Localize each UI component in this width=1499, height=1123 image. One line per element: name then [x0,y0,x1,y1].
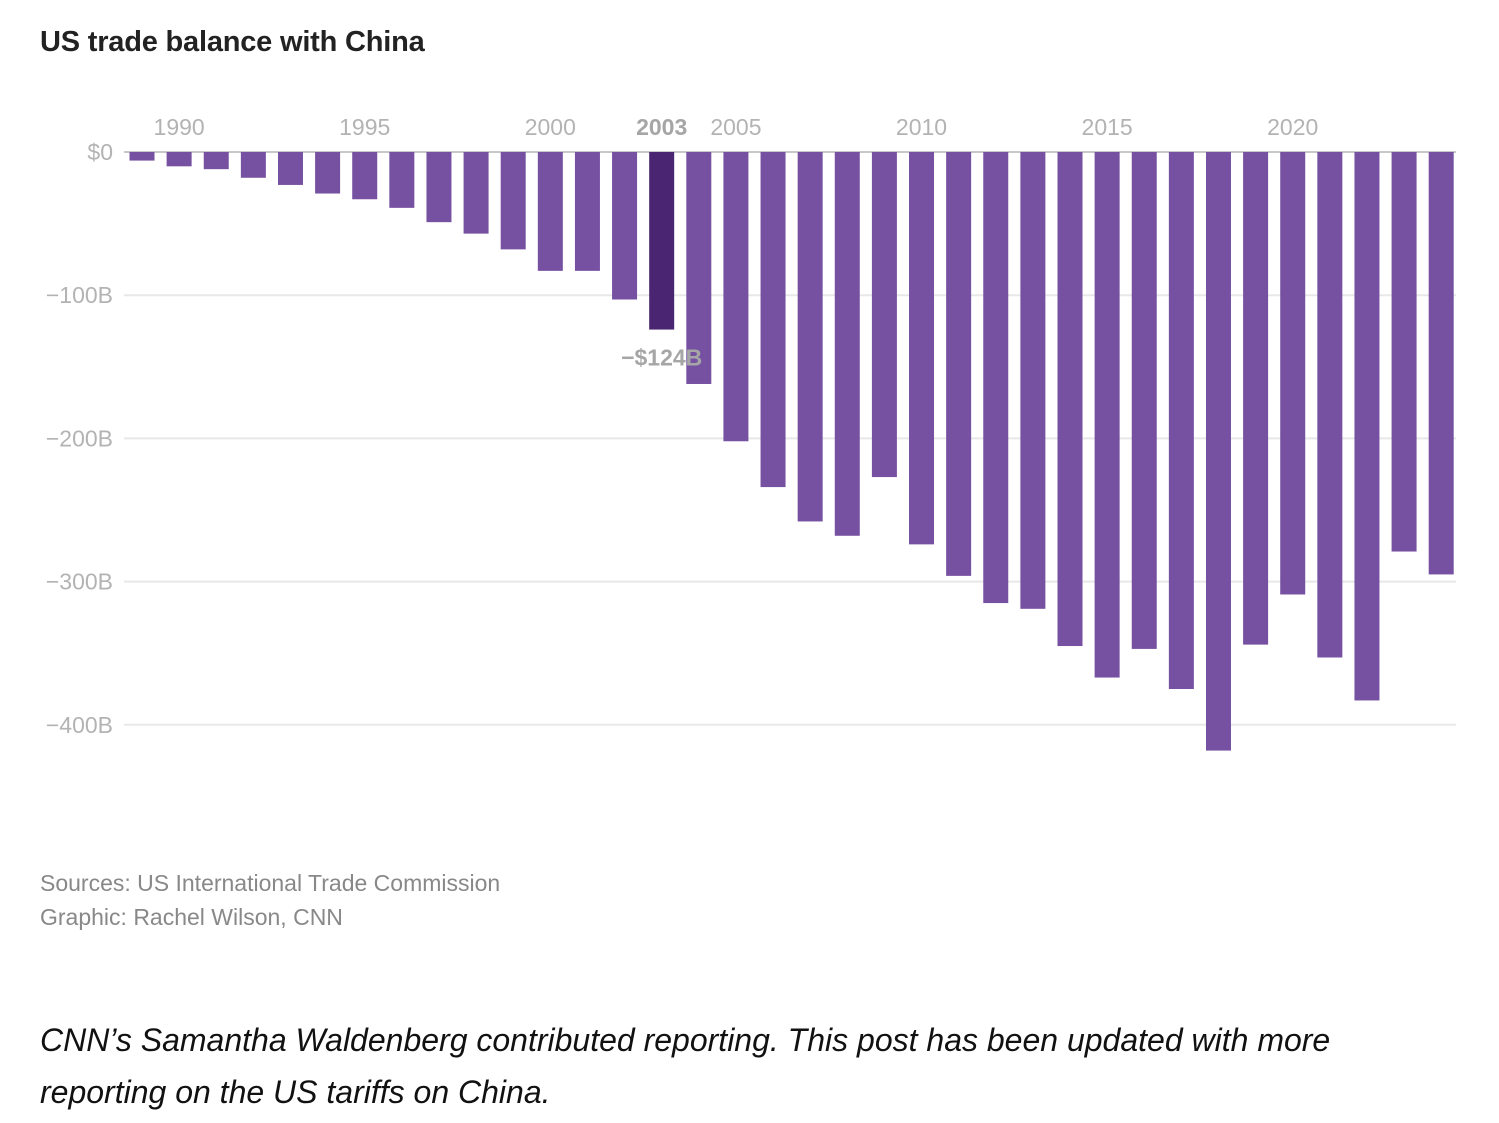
bar [315,152,341,194]
bar [203,152,229,170]
bar [426,152,452,223]
bar [1317,152,1343,658]
x-tick-label: 2005 [710,114,761,140]
x-tick-label: 1995 [339,114,390,140]
bar [166,152,192,167]
bar [983,152,1009,604]
source-note: Sources: US International Trade Commissi… [40,866,500,934]
y-tick-label: −200B [46,425,113,451]
bar [909,152,935,545]
bar [1094,152,1120,678]
bar [686,152,712,384]
bar [1354,152,1380,701]
bar [537,152,563,271]
bar [1020,152,1046,609]
bar [946,152,972,576]
y-tick-label: −100B [46,282,113,308]
x-tick-label: 1990 [154,114,205,140]
x-tick-label: 2020 [1267,114,1318,140]
bar [129,152,155,161]
bar [1243,152,1269,645]
y-axis-labels: $0 −100B −200B −300B −400B [46,139,113,738]
x-tick-label: 2000 [525,114,576,140]
sources-line: Sources: US International Trade Commissi… [40,870,501,896]
gridlines [124,151,1456,726]
graphic-credit-line: Graphic: Rachel Wilson, CNN [40,904,343,930]
bar [1205,152,1231,751]
bar [1280,152,1306,595]
bar [1391,152,1417,552]
bar [1057,152,1083,647]
bar [760,152,786,488]
bar-chart: $0 −100B −200B −300B −400B 1990 1995 2000 2003 2… [46,114,1456,751]
reporting-credit: CNN’s Samantha Waldenberg contributed re… [40,1022,1331,1110]
y-tick-label: −400B [46,712,113,738]
bar [1168,152,1194,689]
highlight-data-label: −$124B [621,345,702,371]
chart-title: US trade balance with China [40,26,425,58]
bar [1131,152,1157,649]
bar [352,152,378,200]
y-tick-label: −300B [46,569,113,595]
x-tick-label: 2010 [896,114,947,140]
bar-highlighted [649,152,675,330]
bar [723,152,749,442]
x-tick-label: 2015 [1082,114,1133,140]
bars [129,152,1454,751]
bar [277,152,303,185]
x-axis-labels: 1990 1995 2000 2003 2005 2010 2015 2020 [154,114,1319,140]
bar [834,152,860,536]
annotations: −$124B [621,345,702,371]
x-tick-label: 2003 [636,114,687,140]
y-tick-label: $0 [87,139,113,165]
bar [500,152,526,250]
bar [871,152,897,478]
bar [389,152,415,208]
bar [797,152,823,522]
bar [463,152,489,234]
bar [240,152,266,178]
bar [574,152,600,271]
bar [612,152,638,300]
bar [1428,152,1454,575]
